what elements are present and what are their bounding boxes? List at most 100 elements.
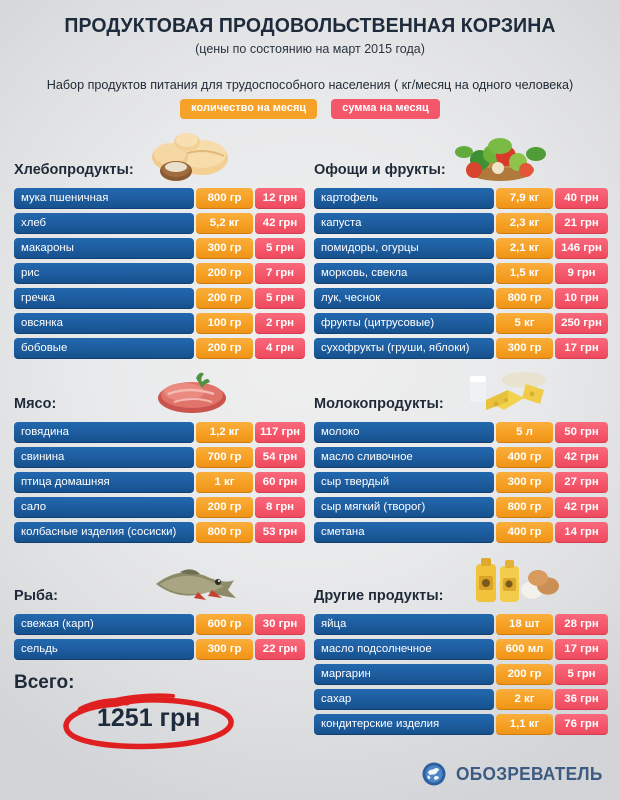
product-price: 22 грн: [255, 639, 305, 660]
page-title: ПРОДУКТОВАЯ ПРОДОВОЛЬСТВЕННАЯ КОРЗИНА: [64, 14, 556, 37]
product-name: сыр твердый: [314, 472, 494, 493]
product-price: 60 грн: [255, 472, 305, 493]
product-price: 42 грн: [255, 213, 305, 234]
total-highlight: 1251 грн: [55, 688, 255, 750]
product-price: 36 грн: [555, 689, 608, 710]
product-price: 250 грн: [555, 313, 608, 334]
product-quantity: 5,2 кг: [196, 213, 253, 234]
product-price: 21 грн: [555, 213, 608, 234]
product-quantity: 300 гр: [496, 472, 553, 493]
product-name: сухофрукты (груши, яблоки): [314, 338, 494, 359]
product-price: 9 грн: [555, 263, 608, 284]
carp-fish-photo: [140, 556, 250, 608]
product-price: 146 грн: [555, 238, 608, 259]
product-quantity: 5 кг: [496, 313, 553, 334]
product-quantity: 2,3 кг: [496, 213, 553, 234]
product-name: макароны: [14, 238, 194, 259]
product-quantity: 5 л: [496, 422, 553, 443]
product-name: птица домашняя: [14, 472, 194, 493]
product-quantity: 300 гр: [196, 238, 253, 259]
product-name: масло сливочное: [314, 447, 494, 468]
product-price: 40 грн: [555, 188, 608, 209]
section-title-other: Другие продукты:: [314, 588, 444, 604]
product-name: кондитерские изделия: [314, 714, 494, 735]
product-price: 4 грн: [255, 338, 305, 359]
section-title-bread: Хлебопродукты:: [14, 162, 134, 178]
product-name: свежая (карп): [14, 614, 194, 635]
bread-rolls-photo: [140, 130, 250, 182]
product-price: 5 грн: [555, 664, 608, 685]
section-title-fish: Рыба:: [14, 588, 58, 604]
product-name: сметана: [314, 522, 494, 543]
product-name: сало: [14, 497, 194, 518]
product-quantity: 200 гр: [196, 338, 253, 359]
product-price: 117 грн: [255, 422, 305, 443]
product-quantity: 600 гр: [196, 614, 253, 635]
product-price: 5 грн: [255, 238, 305, 259]
product-price: 12 грн: [255, 188, 305, 209]
legend-sum-badge: сумма на месяц: [331, 99, 440, 119]
total-value: 1251 грн: [97, 704, 201, 732]
product-quantity: 200 гр: [196, 497, 253, 518]
product-quantity: 300 гр: [196, 639, 253, 660]
product-name: сахар: [314, 689, 494, 710]
product-quantity: 400 гр: [496, 447, 553, 468]
product-quantity: 800 гр: [496, 497, 553, 518]
sunflower-oil-eggs-photo: [460, 556, 570, 608]
product-quantity: 1 кг: [196, 472, 253, 493]
product-name: капуста: [314, 213, 494, 234]
product-price: 5 грн: [255, 288, 305, 309]
site-logo[interactable]: ОБОЗРЕВАТЕЛЬ: [422, 762, 606, 786]
product-price: 53 грн: [255, 522, 305, 543]
product-name: лук, чеснок: [314, 288, 494, 309]
product-name: маргарин: [314, 664, 494, 685]
product-price: 42 грн: [555, 447, 608, 468]
product-price: 10 грн: [555, 288, 608, 309]
section-title-dairy: Молокопродукты:: [314, 396, 444, 412]
product-name: фрукты (цитрусовые): [314, 313, 494, 334]
product-name: хлеб: [14, 213, 194, 234]
product-quantity: 200 гр: [496, 664, 553, 685]
product-quantity: 200 гр: [196, 288, 253, 309]
product-price: 42 грн: [555, 497, 608, 518]
product-name: говядина: [14, 422, 194, 443]
product-quantity: 200 гр: [196, 263, 253, 284]
product-name: колбасные изделия (сосиски): [14, 522, 194, 543]
product-name: сыр мягкий (творог): [314, 497, 494, 518]
legend-quantity-badge: количество на месяц: [180, 99, 318, 119]
product-name: мука пшеничная: [14, 188, 194, 209]
product-quantity: 2,1 кг: [496, 238, 553, 259]
product-quantity: 300 гр: [496, 338, 553, 359]
product-price: 50 грн: [555, 422, 608, 443]
dairy-cheese-milk-photo: [450, 364, 560, 416]
product-name: картофель: [314, 188, 494, 209]
globe-icon: [422, 762, 446, 786]
product-quantity: 600 мл: [496, 639, 553, 660]
product-name: гречка: [14, 288, 194, 309]
product-price: 8 грн: [255, 497, 305, 518]
product-price: 76 грн: [555, 714, 608, 735]
product-quantity: 100 гр: [196, 313, 253, 334]
product-quantity: 2 кг: [496, 689, 553, 710]
legend: количество на месяц сумма на месяц: [0, 99, 620, 119]
total-label: Всего:: [14, 672, 75, 693]
product-price: 2 грн: [255, 313, 305, 334]
page-subtitle: (цены по состоянию на март 2015 года): [195, 42, 425, 56]
product-quantity: 800 гр: [496, 288, 553, 309]
logo-text: ОБОЗРЕВАТЕЛЬ: [456, 763, 603, 784]
product-price: 54 грн: [255, 447, 305, 468]
product-name: овсянка: [14, 313, 194, 334]
section-title-meat: Мясо:: [14, 396, 57, 412]
product-price: 17 грн: [555, 338, 608, 359]
product-price: 7 грн: [255, 263, 305, 284]
raw-meat-steak-photo: [140, 364, 250, 416]
product-price: 27 грн: [555, 472, 608, 493]
product-quantity: 1,2 кг: [196, 422, 253, 443]
product-price: 30 грн: [255, 614, 305, 635]
product-quantity: 18 шт: [496, 614, 553, 635]
product-price: 28 грн: [555, 614, 608, 635]
product-name: помидоры, огурцы: [314, 238, 494, 259]
product-name: морковь, свекла: [314, 263, 494, 284]
product-name: молоко: [314, 422, 494, 443]
